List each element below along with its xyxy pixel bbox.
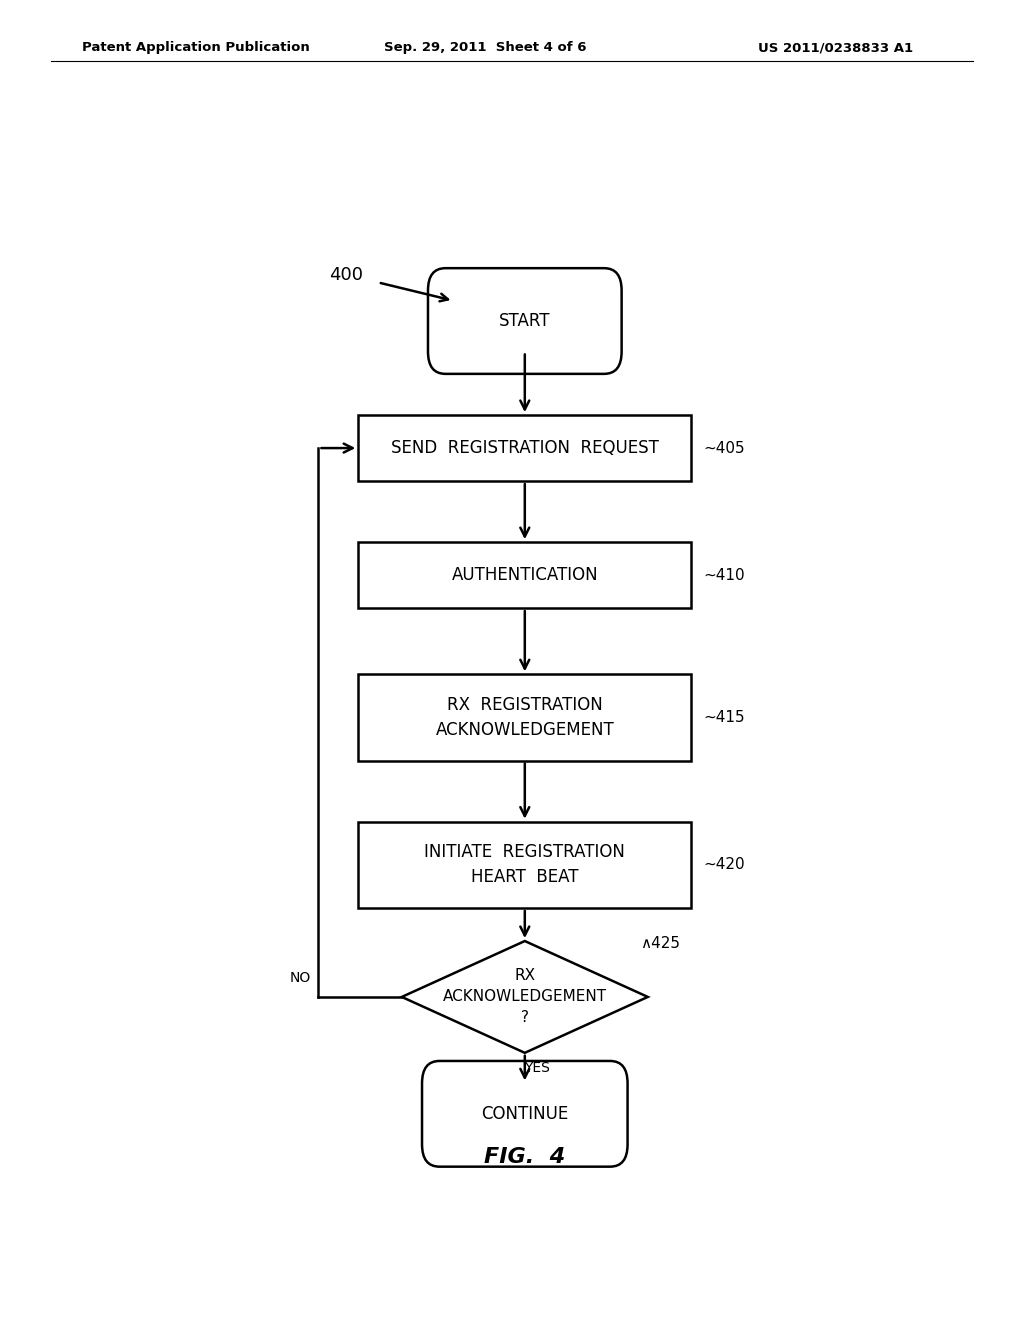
Text: ~415: ~415 [703, 710, 745, 725]
FancyBboxPatch shape [428, 268, 622, 374]
Text: US 2011/0238833 A1: US 2011/0238833 A1 [758, 41, 912, 54]
Text: START: START [499, 312, 551, 330]
Text: INITIATE  REGISTRATION
HEART  BEAT: INITIATE REGISTRATION HEART BEAT [424, 843, 626, 886]
Polygon shape [401, 941, 648, 1053]
Bar [358, 821, 691, 908]
Text: YES: YES [523, 1061, 550, 1074]
Text: RX  REGISTRATION
ACKNOWLEDGEMENT: RX REGISTRATION ACKNOWLEDGEMENT [435, 696, 614, 739]
Bar [358, 675, 691, 760]
Text: NO: NO [289, 970, 310, 985]
Text: Patent Application Publication: Patent Application Publication [82, 41, 309, 54]
Text: ~420: ~420 [703, 857, 745, 873]
Text: ~405: ~405 [703, 441, 745, 455]
Text: Sep. 29, 2011  Sheet 4 of 6: Sep. 29, 2011 Sheet 4 of 6 [384, 41, 587, 54]
Text: SEND  REGISTRATION  REQUEST: SEND REGISTRATION REQUEST [391, 440, 658, 457]
FancyBboxPatch shape [422, 1061, 628, 1167]
Text: ~410: ~410 [703, 568, 745, 582]
Text: ∧425: ∧425 [640, 936, 680, 952]
Text: AUTHENTICATION: AUTHENTICATION [452, 566, 598, 585]
Bar [358, 543, 691, 609]
Text: CONTINUE: CONTINUE [481, 1105, 568, 1123]
Text: RX
ACKNOWLEDGEMENT
?: RX ACKNOWLEDGEMENT ? [442, 969, 607, 1026]
Bar [358, 414, 691, 480]
Text: FIG.  4: FIG. 4 [484, 1147, 565, 1167]
Text: 400: 400 [330, 267, 364, 284]
